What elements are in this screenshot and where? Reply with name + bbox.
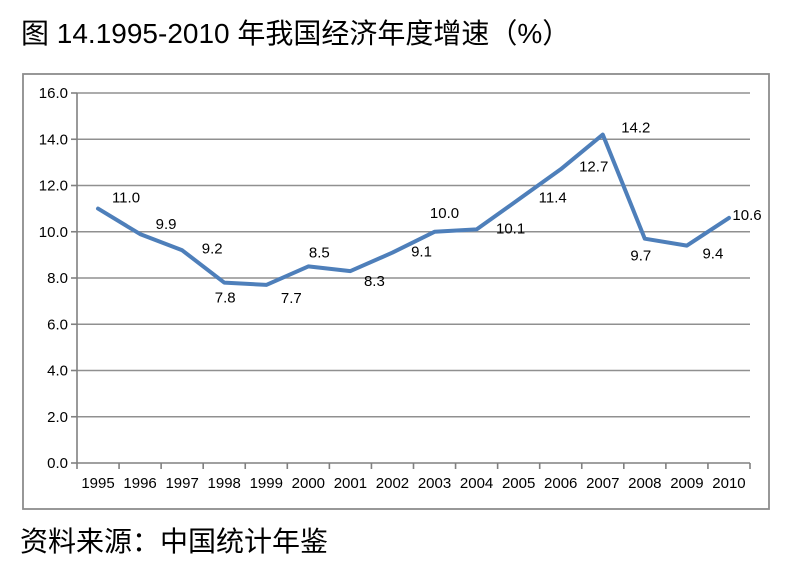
data-label: 9.1 bbox=[411, 244, 432, 261]
x-tick-label: 2009 bbox=[670, 475, 703, 492]
data-label: 8.3 bbox=[364, 273, 385, 290]
y-tick-label: 14.0 bbox=[39, 131, 68, 148]
data-label: 9.7 bbox=[630, 248, 651, 265]
data-label: 11.4 bbox=[539, 189, 567, 206]
data-label: 10.0 bbox=[430, 205, 459, 222]
x-tick-label: 1998 bbox=[208, 475, 241, 492]
y-tick-label: 6.0 bbox=[47, 316, 68, 333]
data-label: 14.2 bbox=[621, 120, 650, 137]
y-tick-label: 10.0 bbox=[39, 224, 68, 241]
x-tick-label: 2010 bbox=[712, 475, 745, 492]
y-tick-label: 4.0 bbox=[47, 363, 68, 380]
data-label: 10.1 bbox=[496, 220, 525, 237]
x-tick-label: 2006 bbox=[544, 475, 577, 492]
x-tick-label: 2002 bbox=[376, 475, 409, 492]
x-tick-label: 1997 bbox=[165, 475, 198, 492]
data-label: 7.8 bbox=[215, 290, 236, 307]
data-label: 12.7 bbox=[579, 158, 608, 175]
y-tick-label: 12.0 bbox=[39, 178, 68, 195]
source-note: 资料来源：中国统计年鉴 bbox=[20, 526, 329, 557]
x-tick-label: 1996 bbox=[123, 475, 156, 492]
x-tick-label: 2007 bbox=[586, 475, 619, 492]
data-label: 9.2 bbox=[202, 240, 223, 257]
y-tick-label: 0.0 bbox=[47, 455, 68, 472]
x-tick-label: 1995 bbox=[81, 475, 114, 492]
chart-border bbox=[22, 73, 770, 510]
y-tick-label: 2.0 bbox=[47, 409, 68, 426]
growth-line bbox=[96, 132, 731, 287]
x-tick-label: 2003 bbox=[418, 475, 451, 492]
x-tick-label: 2004 bbox=[460, 475, 493, 492]
data-label: 7.7 bbox=[281, 290, 302, 307]
page-title: 图 14.1995-2010 年我国经济年度增速（%） bbox=[21, 18, 571, 49]
x-tick-label: 2001 bbox=[334, 475, 367, 492]
x-tick-label: 1999 bbox=[250, 475, 283, 492]
data-label: 9.9 bbox=[156, 216, 177, 233]
x-tick-label: 2005 bbox=[502, 475, 535, 492]
x-tick-label: 2008 bbox=[628, 475, 661, 492]
data-label: 10.6 bbox=[732, 207, 761, 224]
y-tick-label: 16.0 bbox=[39, 85, 68, 102]
x-tick-label: 2000 bbox=[292, 475, 325, 492]
data-label: 11.0 bbox=[112, 190, 140, 207]
y-tick-label: 8.0 bbox=[47, 270, 68, 287]
data-label: 8.5 bbox=[309, 244, 330, 261]
data-label: 9.4 bbox=[702, 246, 723, 263]
